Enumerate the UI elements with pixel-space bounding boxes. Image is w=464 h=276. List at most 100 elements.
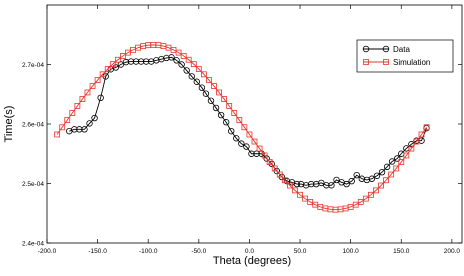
- marker: [64, 117, 71, 123]
- marker: [76, 126, 83, 133]
- marker: [89, 83, 96, 89]
- marker: [373, 187, 379, 194]
- marker: [198, 84, 206, 91]
- marker: [418, 131, 425, 138]
- marker: [297, 191, 303, 198]
- marker: [183, 67, 190, 74]
- marker: [333, 176, 340, 184]
- marker: [268, 160, 275, 168]
- marker: [212, 104, 220, 112]
- marker: [104, 66, 111, 72]
- x-tick-label: -200.0: [38, 248, 57, 255]
- marker: [348, 177, 355, 185]
- marker: [276, 171, 283, 178]
- legend-box: [356, 39, 454, 73]
- marker: [226, 103, 233, 109]
- y-axis-label: Time(s): [3, 106, 15, 143]
- marker: [94, 77, 101, 83]
- marker: [233, 135, 240, 142]
- marker: [241, 124, 248, 131]
- marker: [109, 61, 116, 68]
- marker: [393, 165, 400, 172]
- marker: [378, 182, 384, 189]
- x-tick-label: -50.0: [191, 248, 206, 255]
- series-line: [69, 56, 427, 186]
- marker: [193, 78, 201, 85]
- marker: [216, 89, 222, 96]
- marker: [168, 54, 175, 61]
- marker: [353, 171, 360, 179]
- series-line: [56, 44, 427, 211]
- marker: [206, 77, 212, 83]
- marker: [137, 58, 145, 65]
- marker: [271, 165, 278, 172]
- marker: [71, 126, 78, 133]
- marker: [222, 119, 230, 126]
- marker: [251, 138, 258, 145]
- marker: [383, 177, 389, 184]
- marker: [117, 61, 125, 68]
- marker: [307, 180, 315, 188]
- x-tick-label: 200.0: [444, 248, 461, 255]
- marker: [323, 182, 330, 189]
- marker: [231, 110, 238, 116]
- marker: [86, 120, 93, 127]
- marker: [302, 195, 309, 202]
- x-tick-label: -150.0: [88, 248, 107, 255]
- marker: [357, 199, 364, 205]
- marker: [69, 110, 76, 116]
- marker: [238, 140, 245, 147]
- marker: [263, 155, 270, 162]
- x-tick-label: 50.0: [294, 248, 307, 255]
- marker: [81, 126, 88, 133]
- legend-label: Simulation: [393, 58, 430, 67]
- marker: [362, 45, 370, 53]
- marker: [287, 182, 293, 189]
- marker: [362, 195, 369, 202]
- marker: [102, 73, 109, 80]
- x-tick-label: 150.0: [393, 248, 410, 255]
- legend: Data Simulation: [356, 39, 454, 73]
- marker: [97, 94, 104, 102]
- marker: [142, 58, 150, 65]
- marker: [74, 103, 81, 109]
- marker: [373, 172, 381, 179]
- marker: [328, 182, 335, 189]
- marker: [91, 114, 98, 122]
- x-tick-label: 0.0: [245, 248, 254, 255]
- marker: [363, 59, 369, 65]
- marker: [382, 45, 390, 53]
- marker: [394, 155, 401, 162]
- marker: [236, 117, 243, 123]
- legend-label: Data: [393, 45, 410, 54]
- marker: [266, 159, 273, 165]
- x-axis-label: Theta (degrees): [213, 255, 291, 267]
- marker: [185, 56, 192, 63]
- marker: [423, 124, 430, 131]
- marker: [256, 145, 263, 152]
- marker: [122, 58, 130, 66]
- marker: [120, 53, 126, 59]
- marker: [190, 61, 197, 68]
- marker: [84, 89, 91, 96]
- marker: [163, 54, 170, 62]
- marker: [202, 90, 210, 97]
- marker: [178, 61, 185, 68]
- x-tick-label: -100.0: [139, 248, 158, 255]
- marker: [221, 96, 228, 102]
- marker: [217, 111, 225, 119]
- marker: [398, 159, 405, 165]
- marker: [195, 66, 202, 72]
- marker: [343, 180, 350, 188]
- marker: [200, 71, 207, 78]
- marker: [248, 150, 255, 157]
- marker: [114, 56, 121, 63]
- marker: [388, 171, 395, 178]
- marker: [207, 97, 215, 104]
- marker: [388, 158, 396, 165]
- marker: [318, 179, 325, 187]
- y-tick-label: 2.7e-04: [22, 62, 44, 69]
- marker: [292, 187, 298, 194]
